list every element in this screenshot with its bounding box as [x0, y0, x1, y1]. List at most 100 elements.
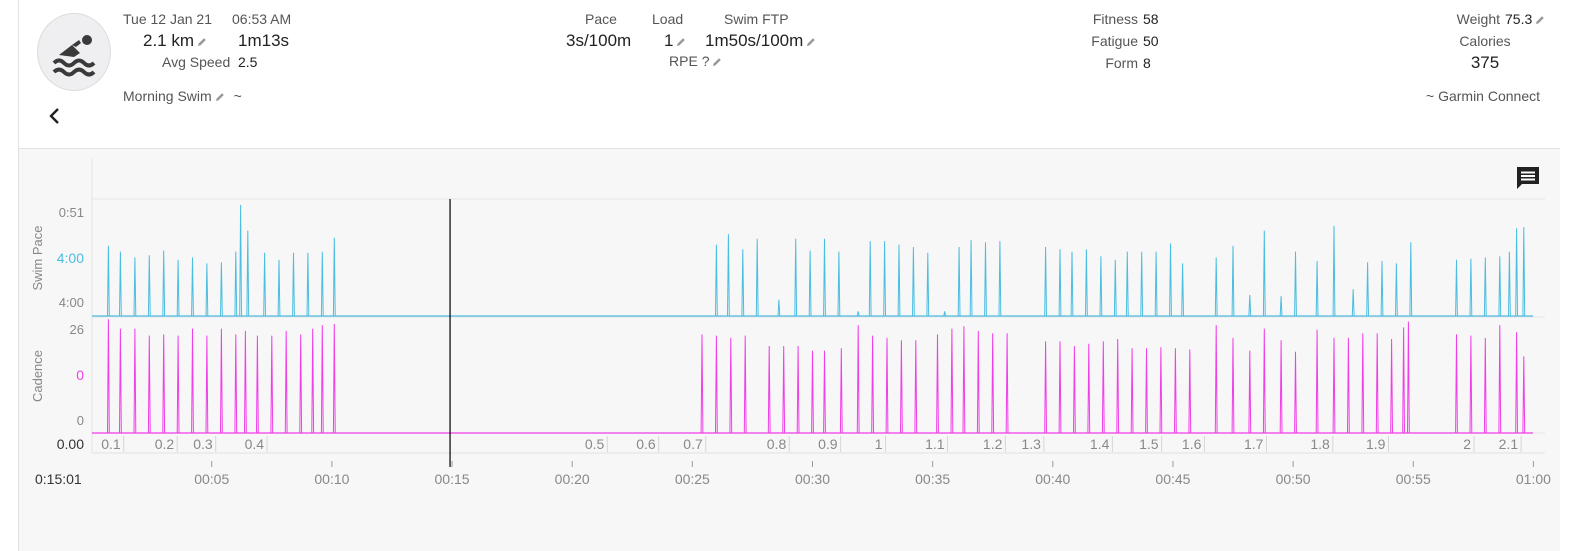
rpe-field[interactable]: RPE ? — [669, 53, 723, 69]
rpe-label: RPE — [669, 53, 698, 69]
cadence-spike — [823, 350, 826, 434]
cadence-spike — [962, 326, 966, 434]
swim-pace-y-tick: 4:00 — [57, 250, 84, 266]
swim-pace-spike — [1508, 251, 1511, 317]
cadence-y-tick: 0 — [76, 367, 84, 383]
cadence-spike — [284, 330, 288, 434]
cadence-spike — [1361, 333, 1365, 434]
swim-pace-spike — [1515, 228, 1518, 317]
cadence-spike — [885, 337, 889, 434]
swim-pace-spike — [912, 246, 915, 317]
distance-marker-label: 2.1 — [1499, 436, 1519, 452]
cadence-spike — [856, 325, 860, 434]
cadence-spike — [119, 328, 122, 434]
swim-pace-spike — [969, 239, 973, 317]
x-tick-label: 00:20 — [555, 471, 590, 487]
pencil-icon[interactable] — [711, 56, 723, 68]
cadence-spike — [270, 335, 274, 434]
swim-pace-spike — [107, 245, 110, 317]
distance-value: 2.1 km — [143, 31, 195, 50]
swim-ftp-field[interactable]: 1m50s/100m — [705, 31, 817, 51]
swim-pace-y-tick: 4:00 — [59, 295, 84, 310]
weight-label: Weight — [1456, 11, 1500, 27]
load-value: 1 — [664, 31, 674, 50]
weight-field[interactable]: 75.3 — [1505, 11, 1546, 27]
x-axis: 00:05 00:10 00:15 00:20 00:25 00:30 00:35 00:40… — [35, 199, 1551, 487]
cadence-spike — [256, 335, 259, 434]
cadence-spike — [1262, 328, 1266, 434]
pencil-icon[interactable] — [805, 36, 817, 48]
load-field[interactable]: 1 — [664, 31, 687, 51]
cadence-spike — [234, 334, 238, 434]
cadence-spike — [1005, 333, 1009, 434]
pencil-icon[interactable] — [196, 36, 208, 48]
swim-pace-spike — [205, 263, 209, 317]
swim-pace-spike — [856, 311, 860, 317]
swim-pace-spike — [306, 252, 310, 317]
distance-field[interactable]: 2.1 km — [143, 31, 208, 51]
pencil-icon[interactable] — [214, 91, 226, 103]
x-tick-label: 00:10 — [314, 471, 349, 487]
swim-pace-spike — [1113, 259, 1117, 317]
cadence-spike — [796, 345, 800, 434]
distance-marker-label: 0.4 — [245, 436, 265, 452]
swim-pace-spike — [998, 241, 1002, 317]
swim-pace-spike — [727, 234, 730, 317]
distance-marker-label: 1 — [875, 436, 883, 452]
swim-pace-spike — [1469, 258, 1473, 317]
distance-marker-label: 1.2 — [983, 436, 1003, 452]
distance-start-label: 0.00 — [57, 436, 84, 452]
cadence-series — [92, 319, 1533, 434]
swim-pace-spike — [1181, 263, 1184, 317]
swim-pace-spike — [119, 251, 122, 317]
cadence-spike — [1188, 349, 1192, 434]
back-button[interactable] — [44, 104, 66, 128]
avg-speed-label: Avg Speed — [162, 54, 231, 70]
pencil-icon[interactable] — [675, 36, 687, 48]
rpe-value: ? — [701, 53, 710, 69]
comments-button[interactable] — [1514, 164, 1542, 192]
swim-pace-spike — [1380, 260, 1384, 317]
swim-pace-spike — [883, 241, 886, 317]
x-tick-label: 00:40 — [1035, 471, 1070, 487]
avg-speed-value: 2.5 — [238, 54, 258, 70]
swim-pace-spike — [1154, 251, 1158, 317]
swim-pace-spike — [1455, 259, 1458, 317]
swim-pace-spike — [1214, 257, 1218, 317]
swim-pace-spike — [868, 241, 872, 317]
pencil-icon[interactable] — [1534, 14, 1546, 26]
swim-pace-spike — [943, 311, 947, 317]
form-value: 8 — [1143, 55, 1151, 71]
cadence-y-tick: 0 — [77, 413, 84, 428]
distance-marker-label: 1.1 — [925, 436, 945, 452]
cadence-spike — [220, 328, 223, 434]
distance-marker-label: 1.6 — [1182, 436, 1202, 452]
x-tick-label: 00:25 — [675, 471, 710, 487]
activity-name-field[interactable]: Morning Swim ~ — [123, 88, 242, 104]
calories-label: Calories — [1459, 33, 1511, 49]
swim-pace-y-tick: 0:51 — [59, 205, 84, 220]
x-tick-label: 00:30 — [795, 471, 830, 487]
swim-pace-spike — [1058, 249, 1062, 317]
cadence-spike — [1159, 347, 1163, 434]
distance-marker-label: 1.9 — [1366, 436, 1386, 452]
swim-pace-spike — [1125, 251, 1129, 317]
activity-type-avatar — [37, 13, 111, 91]
cadence-spike — [991, 333, 995, 434]
swim-pace-spike — [823, 238, 826, 317]
activity-name: Morning Swim — [123, 88, 212, 104]
cadence-spike — [871, 335, 874, 434]
cadence-spike — [107, 319, 110, 434]
swim-pace-spike — [1169, 243, 1172, 317]
swim-pace-spike — [1085, 249, 1088, 317]
swim-ftp-label: Swim FTP — [724, 11, 789, 27]
cadence-spike — [700, 334, 704, 434]
cadence-spike — [320, 325, 324, 434]
activity-source: ~ Garmin Connect — [1426, 88, 1540, 104]
activity-date: Tue 12 Jan 21 — [123, 11, 212, 27]
swim-pace-spike — [1498, 256, 1502, 317]
cadence-spike — [936, 334, 939, 434]
distance-marker-label: 1.3 — [1021, 436, 1041, 452]
swim-pace-spike — [897, 244, 901, 317]
